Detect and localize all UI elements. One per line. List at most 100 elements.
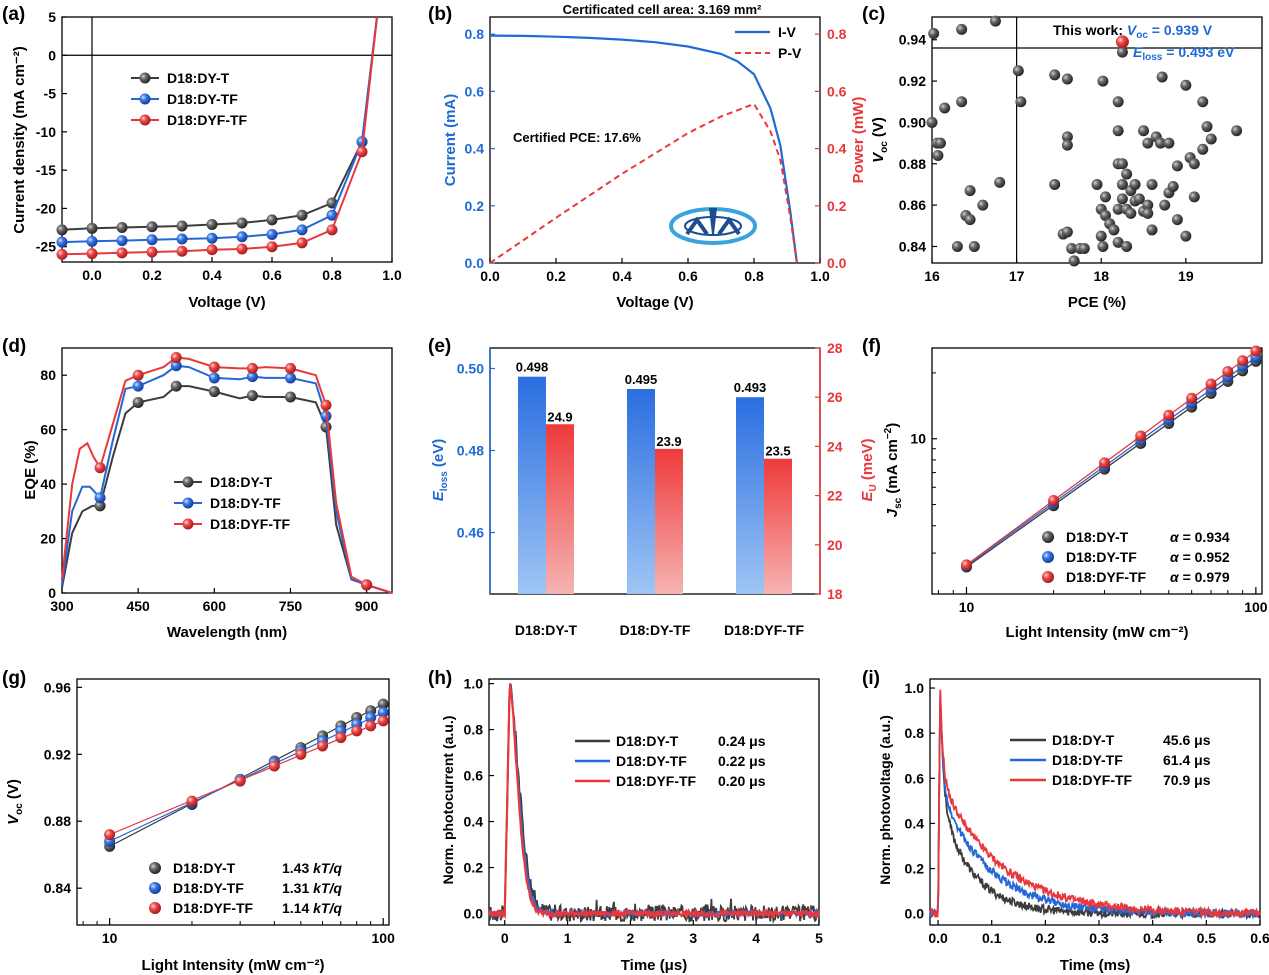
e-y-tick-label: 0.46 [457, 525, 484, 541]
f-point [1237, 355, 1249, 367]
g-point [365, 720, 377, 732]
b-x-tick-label: 0.8 [744, 268, 764, 284]
f-alpha-symbol: α [1170, 569, 1183, 585]
c-point [1116, 46, 1128, 58]
c-point [1066, 243, 1078, 255]
i-x-tick-label: 0.4 [1143, 930, 1163, 946]
i-y-tick-label: 1.0 [905, 680, 925, 696]
a-point [86, 248, 98, 260]
a-point [236, 217, 248, 229]
a-point [326, 197, 338, 209]
f-point [1222, 366, 1234, 378]
panel-f-marks [960, 345, 1262, 573]
g-slope-value: 1.31 [282, 880, 313, 896]
c-point [1159, 199, 1171, 211]
f-legend-swatch [1042, 551, 1054, 563]
b-x-tick-label: 0.4 [612, 268, 632, 284]
d-legend-0-swatch [182, 476, 194, 488]
panel-c-voc-vs-pce: (c) 16 17 18 19 0.84 0.86 0.88 0.90 0.92 0.94 PCE… [862, 4, 1263, 311]
g-point [377, 706, 389, 718]
d-point [170, 360, 182, 372]
f-point [1250, 345, 1262, 357]
g-slope-unit: kT/q [313, 900, 342, 916]
e-bar-eu [764, 458, 792, 594]
b-iv-curve [489, 34, 798, 264]
f-point [1186, 392, 1198, 404]
c-point [1061, 73, 1073, 85]
a-y-tick-label: -10 [36, 124, 56, 140]
panel-i-y-axis-label: Norm. photovoltage (a.u.) [877, 715, 893, 885]
d-point [284, 391, 296, 403]
panel-g-y-axis-label: Voc (V) [5, 779, 25, 825]
d-point [132, 380, 144, 392]
d-point [284, 372, 296, 384]
d-point [94, 500, 106, 512]
e-category-label: D18:DY-T [515, 622, 578, 638]
a-x-tick-label: 1.0 [382, 267, 402, 283]
panel-b-frame [489, 16, 821, 264]
c-point [951, 240, 963, 252]
panel-c-label: (c) [862, 4, 885, 25]
i-legend-label: D18:DY-T [1052, 732, 1115, 748]
c-point [1112, 125, 1124, 137]
c-point [1163, 137, 1175, 149]
panel-a-marks [56, 17, 392, 262]
panel-a-frame [61, 16, 393, 263]
panel-e-marks: 0.498 24.9 D18:DY-T 0.495 23.9 D18:DY-TF 0.493… [515, 360, 805, 638]
e-data-label-eu: 23.5 [765, 444, 790, 459]
d-point [94, 492, 106, 504]
panel-a-ticks: 0.0 0.2 0.4 0.6 0.8 1.0 5 0 -5 -10 -15 -20 -25 [36, 9, 402, 283]
e-category-label: D18:DY-TF [620, 622, 691, 638]
e-y2-tick-label: 20 [827, 537, 843, 553]
g-x-tick-label: 100 [372, 930, 396, 946]
b-x-tick-label: 0.2 [546, 268, 566, 284]
c-point [1142, 137, 1154, 149]
i-x-tick-label: 0.3 [1089, 930, 1109, 946]
panel-d-ticks: 300 450 600 750 900 0 20 40 60 80 [40, 367, 378, 614]
d-y-tick-label: 20 [40, 531, 56, 547]
a-point [116, 222, 128, 234]
d-series-line-2 [61, 356, 393, 594]
h-y-tick-label: 1.0 [464, 676, 484, 692]
panel-e-eloss-eu: (e) 0.46 0.48 0.50 18 20 22 24 26 28 0.498 24.9 D1… [428, 336, 879, 638]
h-legend-label: D18:DY-T [616, 733, 679, 749]
i-legend-label: D18:DYF-TF [1052, 772, 1133, 788]
c-point [1201, 121, 1213, 133]
g-point [351, 725, 363, 737]
a-point [56, 236, 68, 248]
d-legend-2-swatch [182, 518, 194, 530]
d-point [132, 396, 144, 408]
a-x-tick-label: 0.0 [82, 267, 102, 283]
d-y-tick-label: 60 [40, 422, 56, 438]
c-point [1049, 69, 1061, 81]
d-point [208, 386, 220, 398]
g-legend-label: D18:DY-TF [173, 880, 244, 896]
panel-f-y-axis-label: Jsc (mA cm−2) [883, 423, 904, 518]
panel-g-ticks: 10 100 0.84 0.88 0.92 0.96 [44, 679, 395, 946]
certification-logo [669, 207, 757, 245]
c-point [1129, 178, 1141, 190]
panel-g-label: (g) [2, 668, 26, 689]
d-y-tick-label: 0 [48, 585, 56, 601]
i-legend-lifetime: 70.9 μs [1163, 772, 1211, 788]
panel-b-y-axis-label: Current (mA) [442, 94, 459, 187]
b-y-tick-label: 0.4 [465, 141, 485, 157]
a-point [356, 146, 368, 158]
b-y2-tick-label: 0.8 [827, 26, 847, 42]
c-point [1167, 181, 1179, 193]
a-legend-1-swatch [139, 93, 151, 105]
g-point [377, 715, 389, 727]
c-point [1116, 158, 1128, 170]
b-x-tick-label: 0.0 [480, 268, 500, 284]
a-y-tick-label: -15 [36, 162, 56, 178]
a-point [116, 247, 128, 259]
b-y2-tick-label: 0.4 [827, 141, 847, 157]
panel-h-x-axis-label: Time (μs) [621, 957, 687, 974]
d-y-tick-label: 40 [40, 476, 56, 492]
g-legend-swatch [149, 902, 161, 914]
panel-f-x-axis-label: Light Intensity (mW cm⁻²) [1006, 624, 1189, 641]
c-point [1142, 199, 1154, 211]
panel-i-legend: D18:DY-T 45.6 μs D18:DY-TF 61.4 μs D18:DYF-T… [1010, 732, 1211, 788]
a-point [86, 235, 98, 247]
